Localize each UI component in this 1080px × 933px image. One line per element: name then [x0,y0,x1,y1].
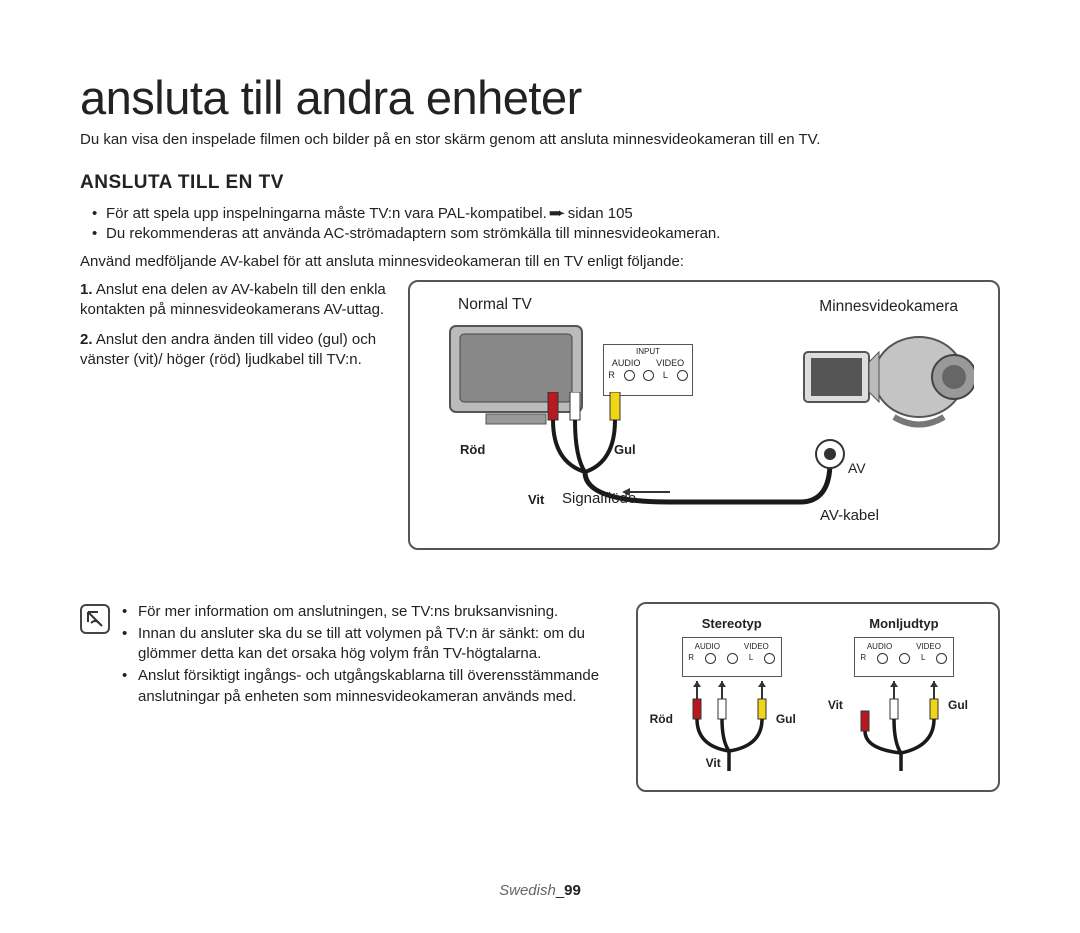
label-vit: Vit [528,492,544,507]
section-heading: ANSLUTA TILL EN TV [80,172,1000,194]
bullet-pal-b: sidan 105 [564,205,633,222]
notes-list: För mer information om anslutningen, se … [122,602,624,709]
m-r: R [860,653,866,664]
bullet-ac: Du rekommenderas att använda AC-strömada… [80,224,1000,244]
note-manual: För mer information om anslutningen, se … [122,602,624,622]
requirements-list: För att spela upp inspelningarna måste T… [80,204,1000,245]
note-volume: Innan du ansluter ska du se till att vol… [122,624,624,665]
intro-text: Du kan visa den inspelade filmen och bil… [80,131,1000,148]
mono-column: Monljudtyp AUDIO VIDEO R L Vit Gul [822,616,986,778]
stereo-column: Stereotyp AUDIO VIDEO R L Röd Gul Vit [650,616,814,778]
stereo-title: Stereotyp [650,616,814,631]
steps-column: 1. Anslut ena delen av AV-kabeln till de… [80,280,390,381]
s-vit: Vit [706,756,721,770]
s-l: L [749,653,753,664]
label-gul: Gul [614,442,636,457]
input-label: INPUT [604,347,692,356]
audio-label: AUDIO [612,358,641,368]
r-label: R [608,370,615,381]
m-jl [899,653,910,664]
jack-r [624,370,635,381]
step-2-num: 2. [80,331,93,348]
jack-l [643,370,654,381]
m-gul: Gul [948,698,968,712]
stereo-mono-diagram: Stereotyp AUDIO VIDEO R L Röd Gul Vit [636,602,1000,792]
s-rod: Röd [650,712,673,726]
tv-input-panel: INPUT AUDIO VIDEO R L [603,344,693,396]
footer-sep: _ [556,882,564,899]
label-rod: Röd [460,442,485,457]
stereo-cable [667,681,797,771]
note-icon [80,604,110,634]
label-av-kabel: AV-kabel [820,507,879,524]
lead-text: Använd medföljande AV-kabel för att ansl… [80,253,1000,270]
m-l: L [921,653,925,664]
mono-panel: AUDIO VIDEO R L [854,637,954,677]
step-2-text: Anslut den andra änden till video (gul) … [80,331,376,368]
label-camcorder: Minnesvideokamera [819,298,958,316]
footer-lang: Swedish [499,882,556,899]
label-signalflow: Signalflöde [562,490,636,507]
connection-diagram: Normal TV Minnesvideokamera INPUT AUDIO … [408,280,1000,550]
s-jv [764,653,775,664]
s-jl [727,653,738,664]
video-label: VIDEO [656,358,684,368]
footer-page: 99 [564,882,581,899]
mono-cable [839,681,969,771]
label-normal-tv: Normal TV [458,296,532,314]
step-1-num: 1. [80,281,93,298]
bullet-pal: För att spela upp inspelningarna måste T… [80,204,1000,224]
page-title: ansluta till andra enheter [80,70,1000,125]
page-footer: Swedish_99 [0,882,1080,899]
m-jv [936,653,947,664]
jack-v [677,370,688,381]
step-2: 2. Anslut den andra änden till video (gu… [80,330,390,371]
bullet-pal-a: För att spela upp inspelningarna måste T… [106,205,551,222]
step-1: 1. Anslut ena delen av AV-kabeln till de… [80,280,390,321]
stereo-panel: AUDIO VIDEO R L [682,637,782,677]
l-label: L [663,370,668,381]
s-audio: AUDIO [695,642,720,651]
step-1-text: Anslut ena delen av AV-kabeln till den e… [80,281,386,318]
s-r: R [688,653,694,664]
m-audio: AUDIO [867,642,892,651]
s-video: VIDEO [744,642,769,651]
m-jr [877,653,888,664]
mono-title: Monljudtyp [822,616,986,631]
s-gul: Gul [776,712,796,726]
note-careful: Anslut försiktigt ingångs- och utgångska… [122,666,624,707]
m-video: VIDEO [916,642,941,651]
page-ref-arrow: ➨ [548,204,566,224]
m-vit: Vit [828,698,843,712]
label-av: AV [848,460,866,476]
s-jr [705,653,716,664]
